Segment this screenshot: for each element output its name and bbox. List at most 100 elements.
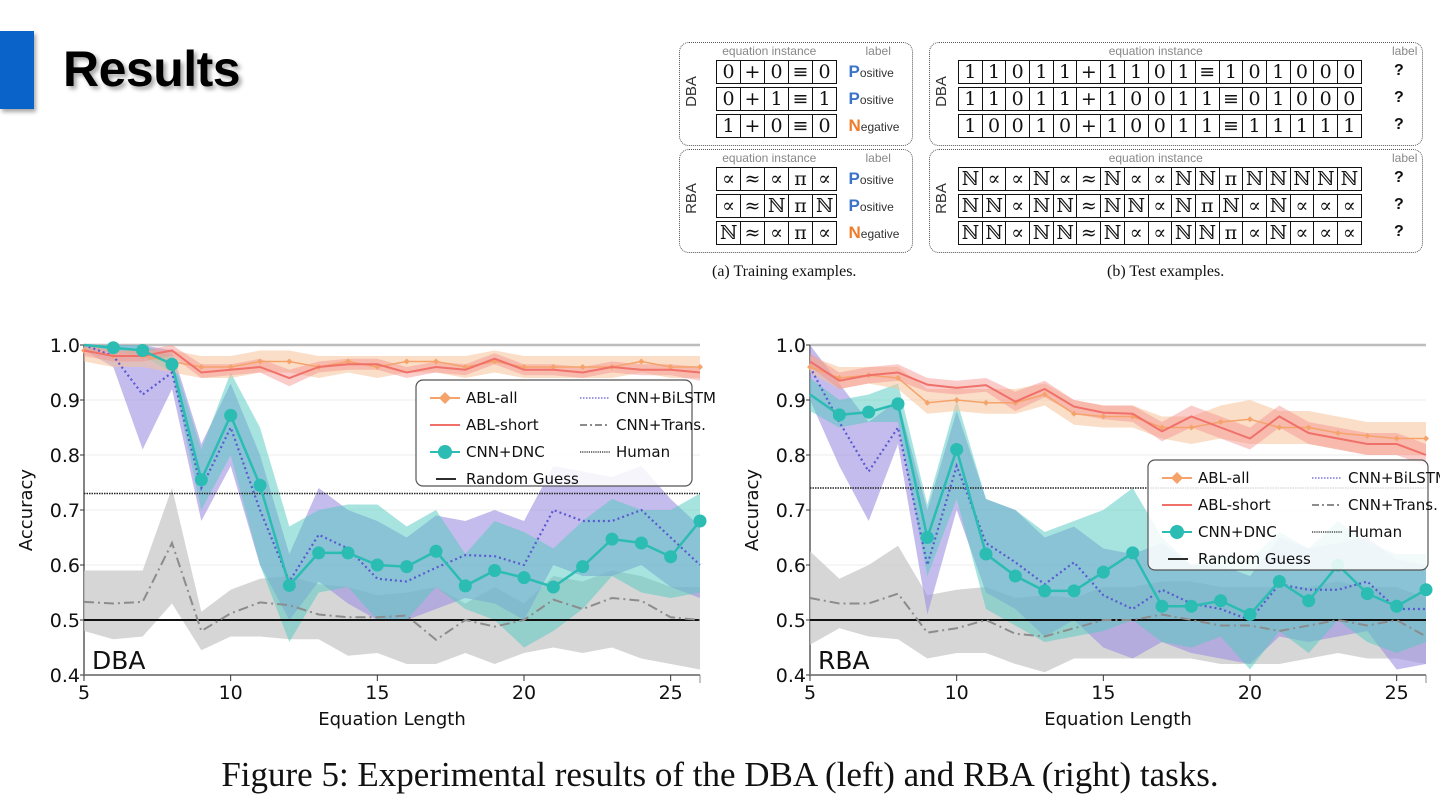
symbol-cell: 0 xyxy=(765,115,789,137)
test-example-row: 1 0 0 1 0 +1 0 0 1 1 ≡ 1 1 1 1 1 xyxy=(958,114,1362,138)
point-abl-all xyxy=(1247,416,1253,423)
point-cnn-dnc xyxy=(832,408,846,422)
symbol-cell: 0 xyxy=(1314,88,1338,110)
point-abl-all xyxy=(1423,435,1429,442)
label-initial: N xyxy=(848,223,861,242)
chart-dba: 0.4 0.5 0.6 0.7 0.8 0.9 1.0 5 10 15 20 25 Equation L… xyxy=(16,335,716,730)
symbol-cell: ℕ xyxy=(1054,195,1078,217)
point-cnn-dnc xyxy=(693,514,707,528)
point-abl-all xyxy=(1364,432,1371,439)
band-abl-short xyxy=(810,353,1426,466)
training-caption: (a) Training examples. xyxy=(712,263,857,280)
point-cnn-dnc xyxy=(312,546,326,560)
symbol-cell: ∝ xyxy=(1149,168,1173,190)
legend-label: ABL-all xyxy=(466,389,518,407)
unknown-label: ? xyxy=(1394,223,1404,240)
label-initial: P xyxy=(848,169,860,188)
point-abl-all xyxy=(807,364,813,370)
legend-label: CNN+BiLSTM xyxy=(616,389,716,407)
symbol-cell: + xyxy=(1077,88,1102,110)
legend-label: CNN+Trans. xyxy=(1348,496,1438,514)
point-abl-all xyxy=(198,364,205,370)
legend-item-abl-all: ABL-all xyxy=(430,389,518,407)
unknown-label: ? xyxy=(1394,89,1404,106)
label-header: label xyxy=(865,44,891,58)
point-cnn-dnc xyxy=(576,560,590,574)
point-abl-all xyxy=(895,375,901,381)
band-abl-short xyxy=(84,345,700,387)
legend-label: Human xyxy=(1348,523,1402,541)
symbol-cell: + xyxy=(1077,115,1102,137)
legend-item-random-guess: Random Guess xyxy=(1168,550,1311,568)
point-abl-all xyxy=(286,358,293,365)
symbol-cell: 1 xyxy=(1030,88,1054,110)
point-abl-all xyxy=(1159,424,1165,431)
legend-marker xyxy=(1170,525,1184,539)
symbol-cell: ∝ xyxy=(1125,168,1149,190)
group-name: RBA xyxy=(682,183,700,214)
symbol-cell: 0 xyxy=(717,88,741,110)
symbol-cell: 0 xyxy=(1125,88,1149,110)
symbol-cell: 0 xyxy=(1243,61,1267,83)
y-tick-label: 1.0 xyxy=(776,335,806,357)
panel-label: RBA xyxy=(818,646,870,675)
legend-box xyxy=(1147,459,1429,571)
symbol-cell: 1 xyxy=(1125,61,1149,83)
symbol-cell: ℕ xyxy=(983,222,1007,244)
example-label: Positive xyxy=(849,196,894,216)
point-abl-all xyxy=(1071,410,1077,417)
symbol-cell: ℕ xyxy=(765,195,789,217)
point-cnn-dnc xyxy=(194,473,208,487)
line-cnn-trans- xyxy=(83,540,701,642)
point-cnn-dnc xyxy=(1272,575,1286,588)
line-cnn-dnc xyxy=(83,343,701,589)
symbol-cell: 1 xyxy=(1101,88,1125,110)
symbol-cell: ∝ xyxy=(1006,222,1031,244)
x-tick-label: 10 xyxy=(945,682,969,704)
point-abl-all xyxy=(697,364,703,370)
group-name: RBA xyxy=(932,183,950,214)
equation-instance-header: equation instance xyxy=(722,151,817,165)
point-abl-all xyxy=(433,358,439,365)
symbol-cell: 0 xyxy=(1149,88,1173,110)
training-example-row: 1 +0 ≡ 0 xyxy=(716,114,837,138)
legend-item-cnn-trans-: CNN+Trans. xyxy=(580,416,706,434)
y-tick-label: 0.7 xyxy=(776,500,806,522)
point-cnn-dnc xyxy=(1243,608,1257,621)
legend-marker xyxy=(1171,472,1183,484)
unknown-label: ? xyxy=(1394,196,1404,213)
symbol-cell: ≈ xyxy=(1077,222,1102,244)
training-example-row: ℕ ≈ ∝ π ∝ xyxy=(716,221,837,245)
x-tick-label: 15 xyxy=(365,682,389,704)
symbol-cell: 0 xyxy=(818,61,831,83)
x-axis-label: Equation Length xyxy=(318,709,466,730)
point-abl-all xyxy=(1305,424,1312,431)
symbol-cell: 1 xyxy=(1054,88,1078,110)
point-abl-all xyxy=(1393,435,1400,442)
group-name: DBA xyxy=(932,76,950,107)
legend-item-human: Human xyxy=(580,443,670,461)
point-cnn-dnc xyxy=(979,547,993,561)
point-abl-all xyxy=(579,364,586,370)
point-cnn-dnc xyxy=(1419,583,1433,597)
point-abl-all xyxy=(667,364,674,370)
symbol-cell: ∝ xyxy=(1243,222,1267,244)
symbol-cell: ℕ xyxy=(959,222,983,244)
symbol-cell: 1 xyxy=(1172,88,1196,110)
symbol-cell: 0 xyxy=(1291,88,1315,110)
point-cnn-dnc xyxy=(664,550,678,564)
line-abl-short xyxy=(809,360,1427,456)
label-rest: ositive xyxy=(859,66,894,80)
legend-item-cnn-dnc: CNN+DNC xyxy=(1162,523,1277,541)
point-abl-all xyxy=(1335,430,1341,436)
line-abl-all xyxy=(83,349,700,368)
symbol-cell: ≈ xyxy=(1077,168,1102,190)
legend-label: CNN+DNC xyxy=(466,443,545,461)
label-rest: ositive xyxy=(859,200,894,214)
symbol-cell: ℕ xyxy=(1172,222,1196,244)
symbol-cell: ≈ xyxy=(741,195,765,217)
symbol-cell: π xyxy=(789,195,813,217)
symbol-cell: ≈ xyxy=(741,222,765,244)
x-tick-label: 20 xyxy=(512,682,536,704)
symbol-cell: 1 xyxy=(1172,61,1196,83)
